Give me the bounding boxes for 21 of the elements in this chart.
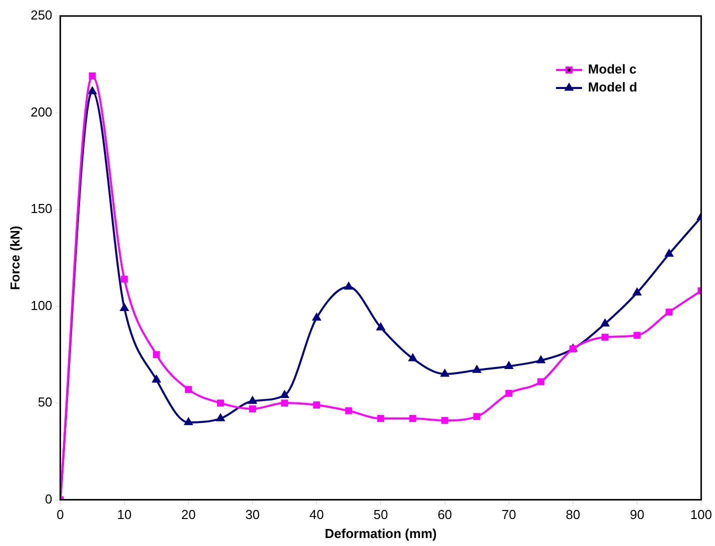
x-tick-label: 60 — [438, 507, 452, 522]
x-tick-label: 0 — [56, 507, 64, 522]
legend-label: Model d — [588, 80, 638, 95]
y-tick-label: 0 — [45, 491, 52, 506]
x-axis-title: Deformation (mm) — [324, 526, 437, 541]
x-tick-label: 50 — [373, 507, 388, 522]
x-tick-label: 40 — [309, 507, 324, 522]
x-tick-label: 70 — [502, 507, 516, 522]
y-tick-label: 50 — [38, 394, 52, 410]
y-tick-label: 100 — [30, 298, 52, 313]
legend-label: Model c — [588, 62, 636, 77]
y-tick-label: 250 — [30, 8, 52, 23]
y-tick-label: 150 — [30, 201, 52, 216]
y-axis-title: Force (kN) — [7, 226, 22, 290]
x-tick-label: 30 — [245, 507, 260, 522]
x-tick-label: 10 — [117, 507, 132, 522]
x-tick-label: 80 — [566, 507, 580, 522]
y-tick-label: 200 — [30, 104, 52, 120]
x-tick-label: 100 — [690, 507, 712, 522]
x-tick-label: 20 — [181, 507, 196, 522]
x-tick-label: 90 — [630, 507, 644, 522]
